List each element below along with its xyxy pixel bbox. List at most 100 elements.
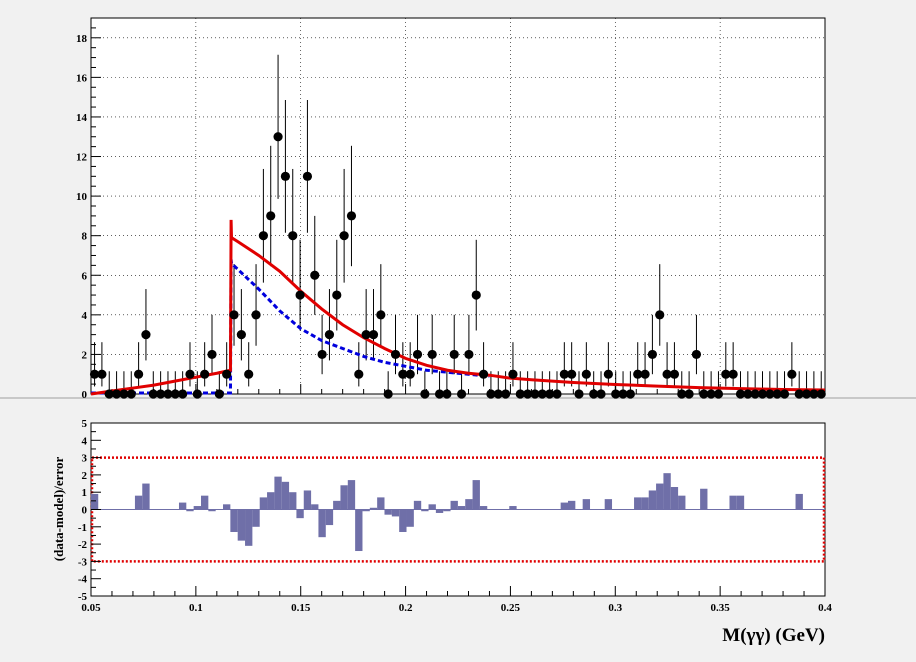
data-point	[258, 231, 268, 241]
data-point	[794, 389, 804, 399]
pull-bar	[465, 499, 473, 510]
bottom-x-tick-label: 0.2	[399, 602, 413, 614]
data-point	[405, 369, 415, 379]
pull-bar	[582, 499, 591, 510]
data-point	[625, 389, 635, 399]
pull-bar	[678, 495, 686, 510]
bottom-axes: -5 -4 -3 -2 -1 0 1 2 3 4 5 0.05 0.1 0.15 0.2 0.25 0.3 0.3…	[78, 418, 833, 614]
bottom-y-tick-label: -5	[78, 591, 88, 603]
bottom-x-tick-label: 0.4	[818, 602, 832, 614]
data-point	[295, 290, 305, 300]
y-axis-title: (data-model)/error	[51, 457, 66, 562]
data-point	[750, 389, 760, 399]
data-point	[706, 389, 716, 399]
bottom-x-tick-label: 0.25	[501, 602, 521, 614]
data-point	[559, 369, 569, 379]
data-point	[251, 310, 261, 320]
pull-bar	[347, 480, 356, 510]
top-y-tick-label: 12	[76, 152, 88, 164]
top-grid	[91, 18, 825, 394]
bottom-x-tick-label: 0.15	[291, 602, 311, 614]
pull-bar	[399, 509, 407, 532]
pull-bar	[259, 497, 268, 510]
data-point	[134, 369, 144, 379]
data-point	[508, 369, 518, 379]
data-point	[346, 211, 357, 221]
top-y-tick-label: 18	[76, 33, 88, 45]
pull-bar	[362, 509, 370, 512]
x-axis-title: M(γγ) (GeV)	[722, 625, 825, 646]
data-point	[699, 389, 709, 399]
data-point	[816, 389, 826, 399]
pull-bar	[318, 509, 326, 538]
data-point	[310, 270, 320, 280]
pull-bar	[648, 490, 657, 510]
bottom-y-tick-label: -3	[78, 556, 88, 568]
bottom-y-tick-label: 1	[82, 487, 88, 499]
pull-band	[90, 456, 826, 563]
data-point	[669, 369, 680, 379]
pull-bar	[729, 495, 737, 510]
data-point	[273, 132, 283, 142]
top-y-tick-label: 14	[76, 112, 88, 124]
pull-bar	[509, 506, 517, 510]
data-point	[581, 369, 591, 379]
data-point	[368, 330, 379, 340]
pull-bar	[223, 504, 231, 510]
pull-bar	[641, 497, 649, 510]
data-point	[97, 369, 107, 379]
bottom-y-tick-label: 4	[82, 435, 88, 447]
top-y-tick-label: 6	[82, 270, 88, 282]
data-point	[691, 349, 702, 360]
data-point	[427, 349, 437, 360]
pull-bar	[391, 509, 400, 517]
data-point	[471, 290, 481, 300]
data-point	[640, 369, 650, 379]
pull-bar	[142, 483, 150, 510]
pull-bar	[230, 509, 238, 532]
top-y-tick-label: 0	[82, 389, 88, 401]
data-point	[684, 389, 694, 399]
data-point	[185, 369, 195, 379]
data-point	[801, 389, 812, 399]
data-point	[728, 369, 738, 379]
total-fit-curve	[90, 219, 826, 396]
data-point	[170, 389, 180, 399]
pull-bar	[296, 509, 304, 519]
pull-bar	[311, 504, 319, 510]
pull-bar	[325, 509, 334, 526]
data-point	[611, 389, 621, 399]
pull-bar	[700, 488, 708, 510]
pull-bar	[281, 481, 290, 510]
bottom-y-tick-label: 2	[82, 470, 88, 482]
bottom-x-tick-label: 0.1	[189, 602, 203, 614]
top-y-tick-label: 10	[76, 191, 88, 203]
data-point	[148, 389, 158, 399]
data-point	[655, 310, 665, 320]
data-point	[449, 349, 459, 360]
pull-bar	[289, 492, 297, 510]
pull-bar	[134, 495, 143, 510]
pull-bar	[435, 509, 444, 513]
data-point	[302, 171, 313, 181]
data-point	[677, 389, 687, 399]
data-point	[633, 369, 643, 379]
data-point	[772, 389, 782, 399]
data-point	[713, 389, 724, 399]
data-point	[552, 389, 562, 399]
data-point	[530, 389, 540, 399]
pull-bar	[567, 500, 576, 510]
data-point	[523, 389, 533, 399]
data-point	[442, 389, 452, 399]
pull-bar	[245, 509, 253, 546]
pull-bar	[663, 473, 671, 510]
data-point	[464, 349, 474, 360]
data-point	[779, 389, 790, 399]
pull-bar	[795, 493, 803, 510]
data-point	[354, 369, 364, 379]
data-point	[376, 310, 386, 320]
pull-bar	[90, 493, 99, 510]
pull-bar	[303, 490, 312, 510]
data-point	[361, 330, 371, 340]
